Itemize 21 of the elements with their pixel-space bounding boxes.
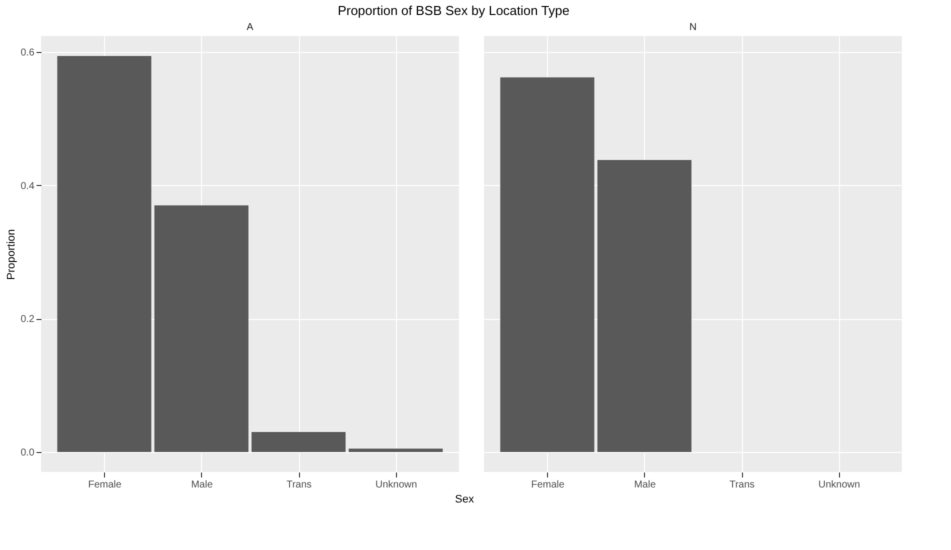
- x-tick-label: Male: [191, 480, 214, 490]
- chart-title: N: [689, 22, 697, 33]
- y-tick-label: 0.6: [20, 48, 35, 58]
- bar: [348, 448, 443, 452]
- bar: [154, 205, 248, 452]
- bar: [252, 432, 346, 452]
- x-tick-label: Trans: [286, 480, 312, 490]
- x-tick-label: Trans: [729, 480, 755, 490]
- x-tick-label: Unknown: [818, 480, 860, 490]
- x-tick-label: Female: [531, 480, 565, 490]
- y-tick-label: 0.2: [20, 314, 35, 326]
- text: Proportion of BSB Sex by Location Type: [338, 3, 570, 18]
- y-axis-title: Proportion: [6, 229, 18, 280]
- y-tick-label: 0.0: [20, 448, 35, 458]
- y-tick-label: 0.4: [20, 180, 35, 192]
- x-tick-label: Unknown: [375, 480, 418, 490]
- chart-title: A: [246, 22, 254, 33]
- bar: [57, 56, 152, 452]
- x-axis-title: Sex: [455, 494, 474, 506]
- x-tick-label: Male: [634, 480, 656, 490]
- x-tick-label: Female: [88, 480, 122, 490]
